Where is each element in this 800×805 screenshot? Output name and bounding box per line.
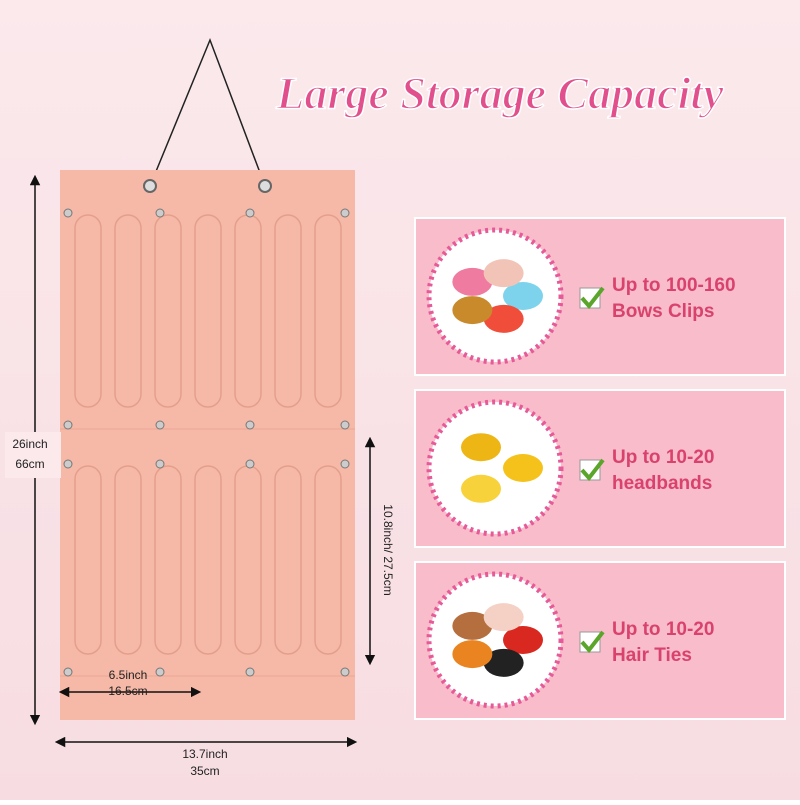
slot <box>194 465 222 655</box>
dim-label: 26inch <box>12 437 47 451</box>
label-bg <box>5 432 61 478</box>
checkmark <box>580 630 605 654</box>
rivet <box>63 459 73 469</box>
rivet <box>155 208 165 218</box>
dim-label: 10.8inch/ 27.5cm <box>381 504 395 595</box>
slot <box>194 214 222 408</box>
slot <box>114 214 142 408</box>
feature-text: Up to 10-20 <box>612 447 714 468</box>
hanging-string <box>149 37 266 187</box>
rivet <box>245 208 255 218</box>
rivet <box>245 459 255 469</box>
slot <box>274 465 302 655</box>
accessory <box>483 304 524 333</box>
slot <box>314 465 342 655</box>
dim-label: 35cm <box>190 764 219 778</box>
rivet <box>245 667 255 677</box>
slot <box>74 214 102 408</box>
slot <box>274 214 302 408</box>
dim-label: 13.7inch <box>182 747 227 761</box>
accessory <box>483 603 524 632</box>
slot <box>154 214 182 408</box>
slot <box>314 214 342 408</box>
feature-text: Bows Clips <box>612 301 714 322</box>
checkmark <box>580 458 605 482</box>
dim-label: 16.5cm <box>108 684 147 698</box>
rivet <box>245 420 255 430</box>
grommet <box>143 179 157 193</box>
slot <box>154 465 182 655</box>
feature-cards: Up to 100-160 Bows Clips Up to 10-20 headba… <box>414 217 786 720</box>
rivet <box>155 459 165 469</box>
rivet <box>340 420 350 430</box>
accessory <box>503 282 543 310</box>
slot <box>74 465 102 655</box>
photo-frame <box>426 571 564 709</box>
dim-label: 66cm <box>15 457 44 471</box>
accessory <box>483 259 524 288</box>
feature-text: Up to 100-160 <box>612 275 736 296</box>
accessory <box>452 640 493 669</box>
dim-label: 6.5inch <box>109 668 148 682</box>
grommet <box>258 179 272 193</box>
accessory <box>503 626 543 654</box>
accessory <box>503 454 543 482</box>
rivet <box>63 667 73 677</box>
rivet <box>63 208 73 218</box>
checkmark <box>580 286 605 310</box>
rivet <box>155 420 165 430</box>
accessory <box>461 433 501 462</box>
feature-text: Up to 10-20 <box>612 619 714 640</box>
slots <box>60 179 355 677</box>
feature-text: Hair Ties <box>612 645 692 666</box>
rivet <box>155 667 165 677</box>
accessory <box>452 611 493 640</box>
rivet <box>340 208 350 218</box>
feature-text: headbands <box>612 473 712 494</box>
accessory <box>452 267 493 296</box>
slot <box>114 465 142 655</box>
accessory <box>461 474 501 503</box>
accessory <box>483 648 524 677</box>
photo-frame <box>426 227 564 365</box>
rivet <box>340 667 350 677</box>
rivet <box>340 459 350 469</box>
organizer <box>60 170 355 720</box>
rivet <box>63 420 73 430</box>
photo-frame <box>426 399 564 537</box>
title: Large Storage Capacity <box>275 68 724 119</box>
accessory <box>452 296 493 325</box>
